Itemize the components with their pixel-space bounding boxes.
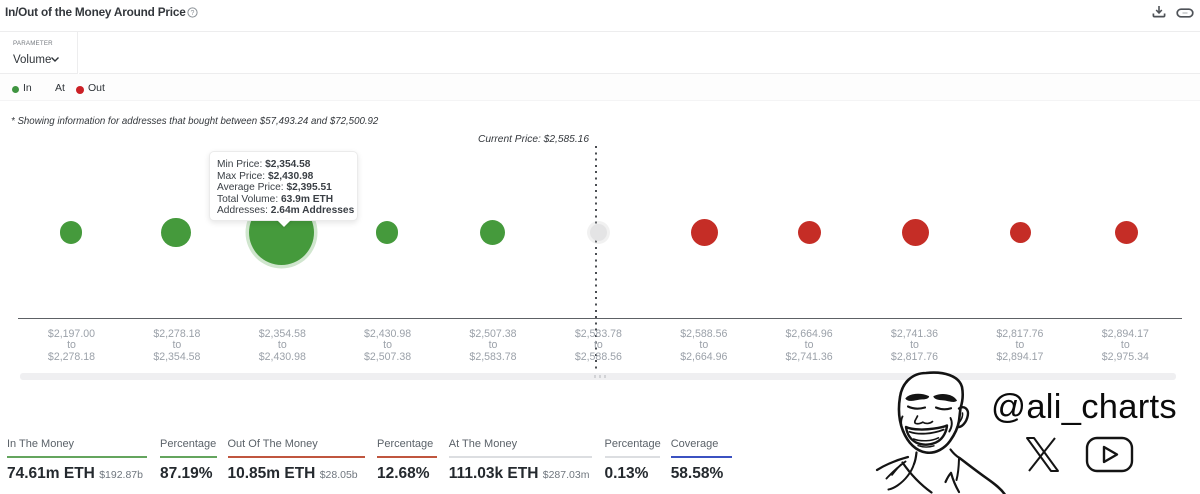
svg-text:?: ? (191, 10, 195, 17)
